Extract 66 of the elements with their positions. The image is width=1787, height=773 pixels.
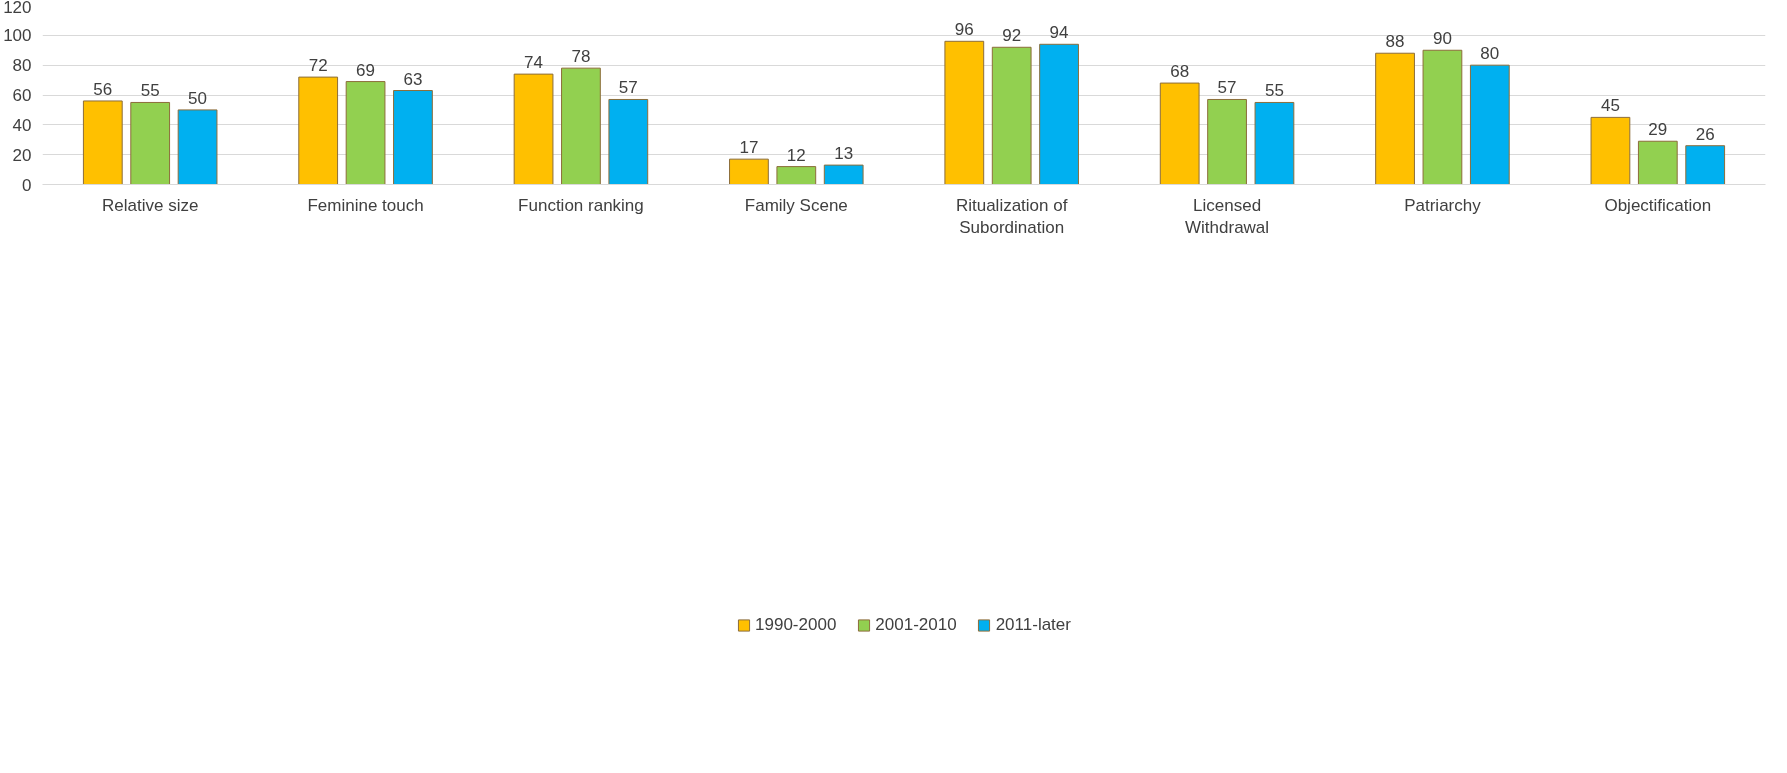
data-label: 90	[1432, 29, 1452, 49]
x-tick-label: Relative size	[102, 195, 199, 215]
bar	[82, 100, 123, 185]
data-label: 55	[1264, 81, 1284, 101]
data-label: 69	[356, 60, 376, 80]
data-label: 56	[93, 79, 113, 99]
bar	[1590, 116, 1631, 185]
x-tick-label: Patriarchy	[1404, 195, 1482, 215]
legend-label: 2001-2010	[875, 615, 957, 635]
data-label: 50	[188, 88, 208, 108]
bar	[393, 90, 433, 185]
bar	[1637, 140, 1678, 185]
bar	[1469, 64, 1510, 185]
x-tick-label: Family Scene	[744, 195, 848, 215]
bar	[1375, 52, 1415, 185]
bar	[345, 81, 386, 185]
bar	[1159, 82, 1200, 185]
data-label: 96	[954, 20, 974, 40]
legend-label: 2011-later	[995, 615, 1071, 635]
data-label: 26	[1695, 124, 1715, 144]
bar	[608, 98, 649, 185]
data-label: 74	[524, 53, 544, 73]
bar	[776, 166, 817, 185]
x-tick-label: Licensed Withdrawal	[1185, 195, 1270, 238]
bar	[1422, 49, 1463, 185]
data-label: 94	[1049, 23, 1069, 43]
y-tick-label: 20	[12, 145, 32, 165]
data-label: 88	[1385, 32, 1405, 52]
x-tick-label: Function ranking	[518, 195, 644, 215]
data-label: 92	[1002, 26, 1022, 46]
data-label: 45	[1600, 96, 1620, 116]
bar	[991, 46, 1032, 185]
data-label: 57	[618, 78, 638, 98]
bar	[561, 67, 601, 185]
data-label: 12	[786, 145, 806, 165]
bar	[1207, 98, 1247, 185]
data-label: 13	[834, 144, 854, 164]
data-label: 78	[571, 47, 591, 67]
y-tick-label: 120	[3, 0, 32, 17]
bar	[177, 109, 218, 185]
y-tick-label: 80	[12, 56, 32, 76]
y-tick-label: 0	[22, 175, 32, 195]
bar	[513, 73, 554, 185]
x-tick-label: Objectification	[1604, 195, 1712, 215]
data-label: 29	[1648, 120, 1668, 140]
data-label: 63	[403, 69, 423, 89]
data-label: 80	[1480, 44, 1500, 64]
bar	[1685, 145, 1726, 185]
y-tick-label: 100	[3, 26, 32, 46]
bar	[823, 164, 864, 185]
data-label: 72	[308, 56, 328, 76]
bar	[298, 76, 339, 185]
bar	[130, 101, 171, 185]
bar	[729, 158, 769, 185]
bar	[1039, 43, 1079, 185]
data-label: 55	[140, 81, 160, 101]
data-label: 57	[1217, 78, 1237, 98]
bar	[944, 40, 985, 185]
data-label: 68	[1170, 62, 1190, 82]
data-label: 17	[739, 138, 759, 158]
bar	[1254, 101, 1295, 185]
y-tick-label: 40	[12, 115, 32, 135]
x-tick-label: Ritualization of Subordination	[955, 195, 1068, 238]
y-tick-label: 60	[12, 86, 32, 105]
legend-label: 1990-2000	[755, 615, 837, 635]
x-tick-label: Feminine touch	[307, 195, 424, 215]
